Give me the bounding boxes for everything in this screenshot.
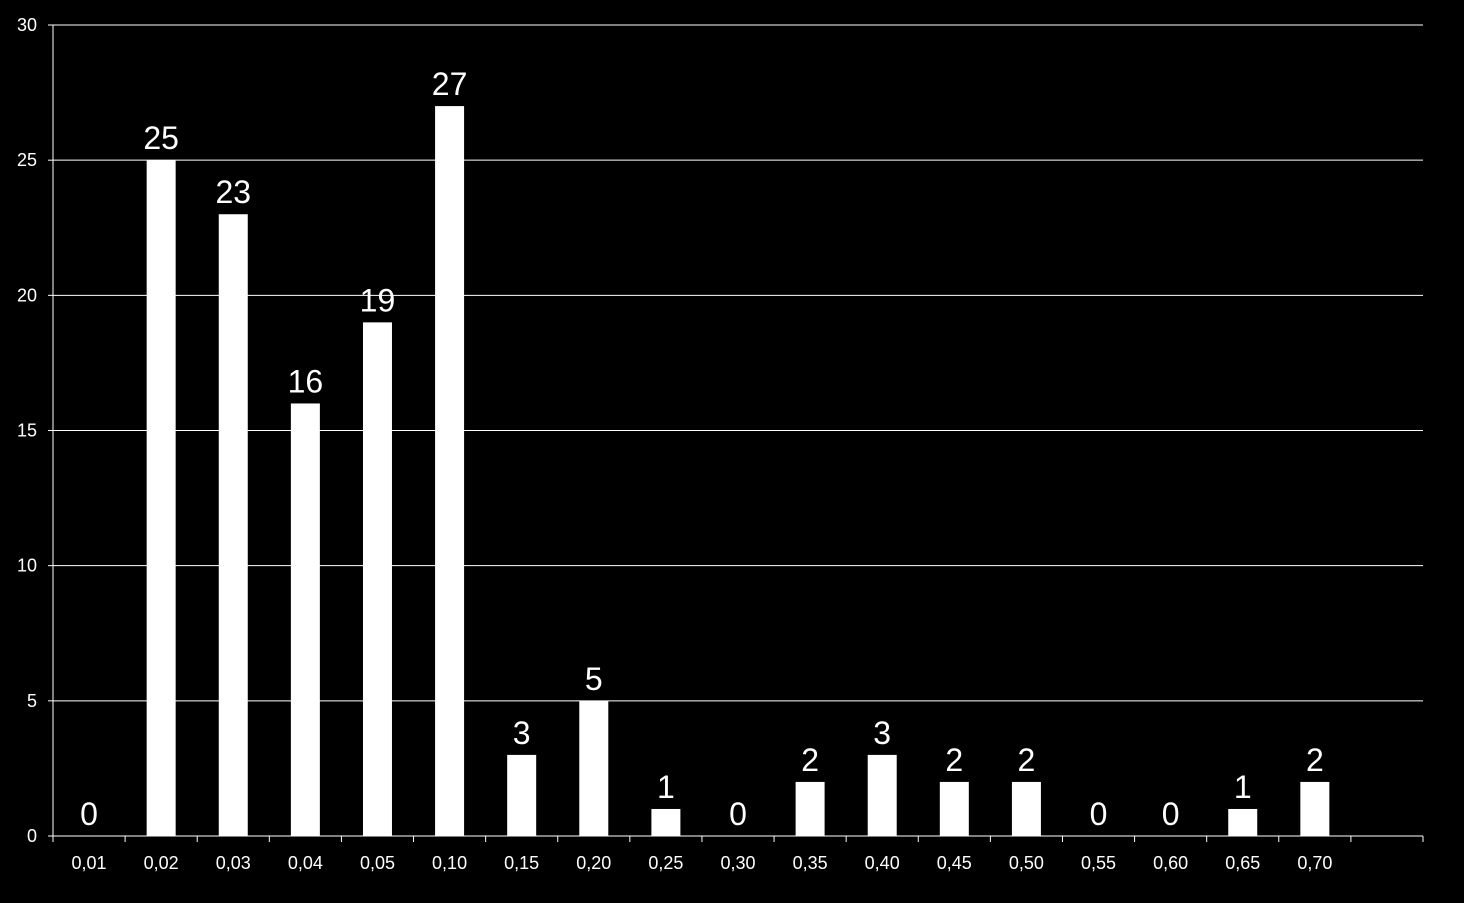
data-label: 19 [360, 282, 396, 318]
x-tick-label: 0,35 [793, 853, 828, 873]
x-tick-label: 0,05 [360, 853, 395, 873]
x-tick-label: 0,10 [432, 853, 467, 873]
gridlines [53, 24, 1423, 702]
bar [651, 808, 681, 836]
x-tick-label: 0,45 [937, 853, 972, 873]
x-tick-label: 0,02 [144, 853, 179, 873]
data-label: 3 [513, 715, 531, 751]
data-label: 5 [585, 661, 603, 697]
data-label: 16 [288, 363, 324, 399]
data-label: 27 [432, 66, 468, 102]
x-tick-label: 0,01 [72, 853, 107, 873]
y-tick-label: 10 [17, 556, 37, 576]
y-tick-label: 25 [17, 150, 37, 170]
bar [795, 781, 825, 836]
data-label: 0 [729, 796, 747, 832]
x-tick-label: 0,40 [865, 853, 900, 873]
data-label: 2 [1306, 742, 1324, 778]
x-tick-label: 0,25 [648, 853, 683, 873]
data-label: 1 [657, 769, 675, 805]
data-label: 1 [1234, 769, 1252, 805]
y-axis: 0 5 10 15 20 25 30 [17, 15, 54, 846]
bar [290, 403, 320, 836]
bar [867, 754, 897, 836]
bar [1011, 781, 1041, 836]
bars [146, 106, 1330, 837]
y-tick-label: 5 [27, 691, 37, 711]
x-axis: 0,01 0,02 0,03 0,04 0,05 0,10 0,15 0,20 0,25 0,30… [52, 835, 1424, 873]
x-tick-label: 0,70 [1297, 853, 1332, 873]
x-tick-label: 0,30 [720, 853, 755, 873]
x-tick-label: 0,65 [1225, 853, 1260, 873]
x-tick-label: 0,50 [1009, 853, 1044, 873]
bar [939, 781, 969, 836]
bar [507, 754, 537, 836]
data-label: 23 [215, 174, 251, 210]
data-label: 2 [801, 742, 819, 778]
data-label: 25 [143, 120, 179, 156]
bar [579, 700, 609, 836]
bar [146, 160, 176, 836]
x-tick-label: 0,55 [1081, 853, 1116, 873]
bar [435, 106, 465, 837]
x-tick-label: 0,20 [576, 853, 611, 873]
y-tick-label: 30 [17, 15, 37, 35]
y-tick-label: 20 [17, 285, 37, 305]
x-tick-label: 0,03 [216, 853, 251, 873]
x-tick-label: 0,04 [288, 853, 323, 873]
data-label: 3 [873, 715, 891, 751]
bar [1300, 781, 1330, 836]
data-label: 2 [1018, 742, 1036, 778]
bar [1228, 808, 1258, 836]
data-label: 0 [1162, 796, 1180, 832]
y-tick-label: 0 [27, 826, 37, 846]
data-label: 2 [945, 742, 963, 778]
x-tick-label: 0,15 [504, 853, 539, 873]
data-label: 0 [1090, 796, 1108, 832]
y-tick-label: 15 [17, 421, 37, 441]
data-label: 0 [80, 796, 98, 832]
bar [362, 322, 392, 836]
bar [218, 214, 248, 836]
x-tick-label: 0,60 [1153, 853, 1188, 873]
